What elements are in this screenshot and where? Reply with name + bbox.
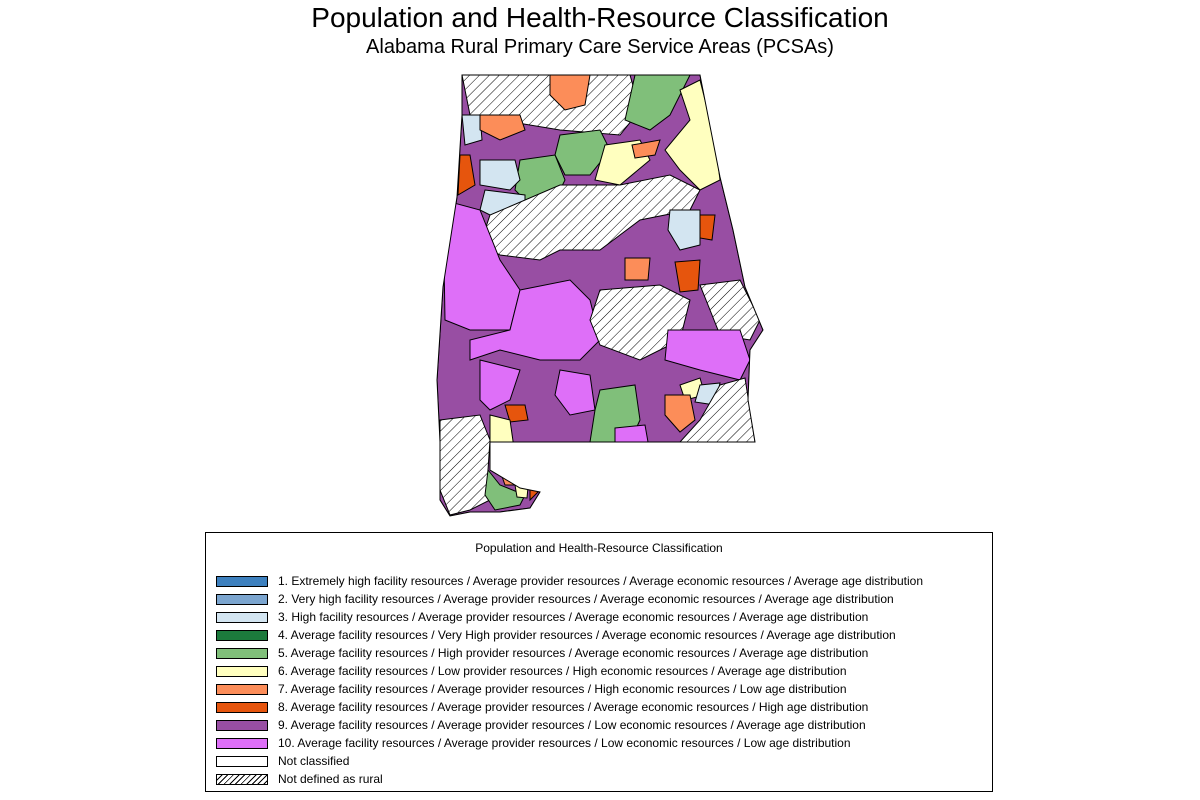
legend-item: 4. Average facility resources / Very Hig… [216,626,923,644]
legend-label: 6. Average facility resources / Low prov… [278,664,847,678]
legend-label: 10. Average facility resources / Average… [278,736,851,750]
legend-label: Not defined as rural [278,772,383,786]
pcsa-region [699,279,761,341]
pcsa-region [439,414,491,516]
pcsa-region [624,257,651,281]
map-subtitle: Alabama Rural Primary Care Service Areas… [366,36,834,58]
legend-item: 7. Average facility resources / Average … [216,680,923,698]
legend-swatch [216,647,268,659]
map-title: Population and Health-Resource Classific… [311,2,889,33]
pcsa-region [479,114,526,141]
pcsa-region [479,359,521,411]
legend-swatch [216,755,268,767]
legend-swatch [216,611,268,623]
legend-item: 9. Average facility resources / Average … [216,716,923,734]
legend-swatch [216,773,268,785]
alabama-pcsa-map [436,74,764,517]
pcsa-region [664,394,696,433]
pcsa-region [554,369,596,416]
legend-swatch [216,737,268,749]
pcsa-region [674,259,701,293]
legend-item: Not classified [216,752,923,770]
legend-item: 6. Average facility resources / Low prov… [216,662,923,680]
legend-label: Not classified [278,754,350,768]
legend-item: 3. High facility resources / Average pro… [216,608,923,626]
legend-item: 8. Average facility resources / Average … [216,698,923,716]
pcsa-region [484,468,526,511]
pcsa-region [589,284,691,361]
legend-swatch [216,719,268,731]
pcsa-region [457,154,476,196]
legend-swatch [216,701,268,713]
pcsa-region [699,214,716,241]
legend-swatch [216,593,268,605]
legend-item: 10. Average facility resources / Average… [216,734,923,752]
legend-label: 8. Average facility resources / Average … [278,700,869,714]
pcsa-region [667,209,701,251]
pcsa-region [461,114,483,146]
pcsa-region [479,159,521,191]
legend-label: 2. Very high facility resources / Averag… [278,592,894,606]
pcsa-region [631,139,661,159]
pcsa-region [614,424,649,443]
legend-title: Population and Health-Resource Classific… [475,541,723,555]
legend-item: Not defined as rural [216,770,923,788]
legend-swatch [216,683,268,695]
legend-label: 4. Average facility resources / Very Hig… [278,628,896,642]
pcsa-region [514,484,529,499]
legend-label: 1. Extremely high facility resources / A… [278,574,923,588]
legend-label: 3. High facility resources / Average pro… [278,610,869,624]
legend-label: 7. Average facility resources / Average … [278,682,847,696]
legend-swatch [216,575,268,587]
pcsa-region [497,464,536,486]
legend-item: 1. Extremely high facility resources / A… [216,572,923,590]
legend: Population and Health-Resource Classific… [205,532,993,792]
pcsa-region [469,279,601,361]
legend-label: 5. Average facility resources / High pro… [278,646,869,660]
pcsa-region [624,75,691,131]
legend-list: 1. Extremely high facility resources / A… [216,572,923,788]
pcsa-region [549,75,591,111]
legend-swatch [216,629,268,641]
state-outline [436,74,764,517]
legend-item: 2. Very high facility resources / Averag… [216,590,923,608]
pcsa-region [504,404,529,423]
legend-label: 9. Average facility resources / Average … [278,718,866,732]
legend-item: 5. Average facility resources / High pro… [216,644,923,662]
legend-swatch [216,665,268,677]
